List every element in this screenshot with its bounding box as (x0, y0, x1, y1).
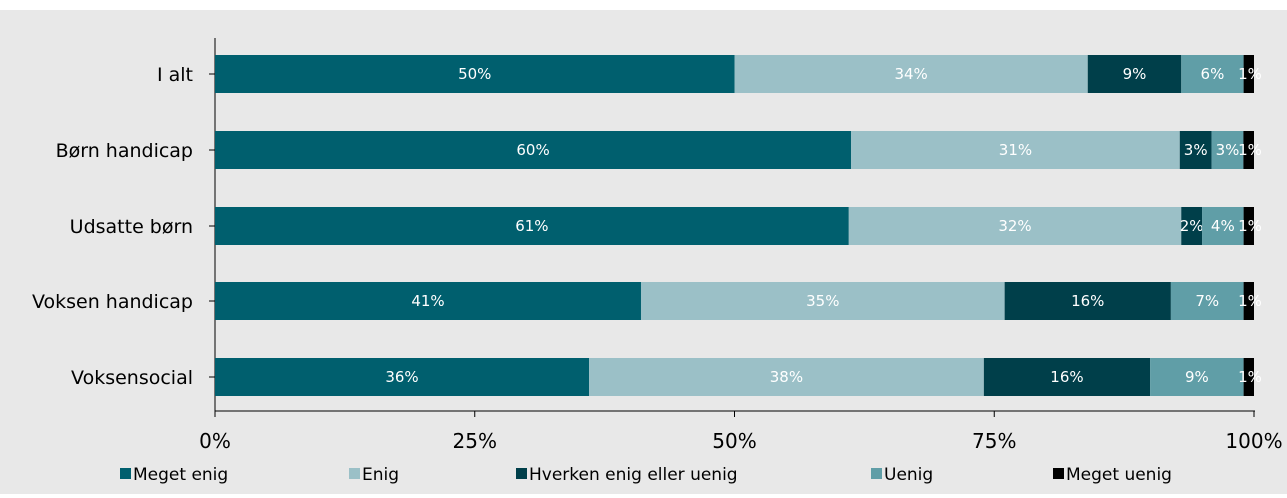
bar-segment (640, 282, 1005, 320)
legend-label: Hverken enig eller uenig (529, 465, 738, 485)
data-label: 9% (1123, 65, 1147, 83)
data-label: 1% (1238, 141, 1262, 159)
legend-swatch (1053, 468, 1064, 479)
x-tick-label: 75% (972, 429, 1016, 453)
bar-segment (734, 55, 1088, 93)
data-label: 34% (894, 65, 927, 83)
legend-label: Meget uenig (1066, 465, 1172, 485)
bar-segment (1179, 131, 1212, 169)
data-label: 38% (770, 368, 803, 386)
x-tick-label: 25% (453, 429, 497, 453)
data-label: 1% (1238, 368, 1262, 386)
bar-segment (589, 358, 984, 396)
data-label: 3% (1184, 141, 1208, 159)
data-label: 16% (1050, 368, 1083, 386)
bar-segment (1243, 282, 1254, 320)
legend-swatch (349, 468, 360, 479)
data-label: 36% (385, 368, 418, 386)
data-label: 16% (1071, 292, 1104, 310)
legend-swatch (120, 468, 131, 479)
data-label: 35% (806, 292, 839, 310)
legend-label: Uenig (884, 465, 933, 485)
legend-label: Enig (362, 465, 399, 485)
bar-segment (1243, 131, 1254, 169)
x-tick-label: 50% (712, 429, 756, 453)
x-tick-label: 100% (1225, 429, 1282, 453)
bar-segment (983, 358, 1151, 396)
legend-swatch (516, 468, 527, 479)
category-label: Børn handicap (56, 140, 193, 162)
data-label: 1% (1238, 217, 1262, 235)
data-label: 7% (1195, 292, 1219, 310)
data-label: 1% (1238, 292, 1262, 310)
bar-segment (1181, 55, 1244, 93)
category-label: Voksen handicap (32, 291, 193, 313)
bar-segment (1243, 207, 1254, 245)
bar-segment (848, 207, 1182, 245)
bar-segment (1087, 55, 1182, 93)
data-label: 4% (1211, 217, 1235, 235)
category-label: Voksensocial (71, 367, 193, 389)
data-label: 32% (998, 217, 1031, 235)
bar-segment (215, 358, 590, 396)
bar-segment (1170, 282, 1244, 320)
data-label: 6% (1201, 65, 1225, 83)
data-label: 9% (1185, 368, 1209, 386)
data-label: 61% (515, 217, 548, 235)
chart-area: 0% 25% 50% 75% 100% I alt 50% 34% 9% 6% 1% Børn han… (0, 10, 1287, 494)
data-label: 41% (411, 292, 444, 310)
category-label: I alt (157, 64, 193, 86)
bar-segment (215, 207, 849, 245)
bar-segment (1243, 358, 1254, 396)
data-label: 2% (1180, 217, 1204, 235)
bar-segment (1211, 131, 1244, 169)
data-label: 31% (999, 141, 1032, 159)
bar-segment (1181, 207, 1203, 245)
bar-segment (1243, 55, 1254, 93)
legend-label: Meget enig (133, 465, 228, 485)
stacked-bar-chart: 0% 25% 50% 75% 100% I alt 50% 34% 9% 6% 1% Børn han… (32, 38, 1283, 485)
bar-segment (215, 55, 735, 93)
x-tick-label: 0% (199, 429, 231, 453)
data-label: 60% (516, 141, 549, 159)
bar-segment (1202, 207, 1244, 245)
legend-swatch (871, 468, 882, 479)
bar-segment (1004, 282, 1171, 320)
bar-segment (1150, 358, 1244, 396)
bar-segment (215, 131, 852, 169)
bar-segment (215, 282, 641, 320)
category-label: Udsatte børn (70, 216, 193, 238)
data-label: 3% (1216, 141, 1240, 159)
data-label: 50% (458, 65, 491, 83)
bar-segment (851, 131, 1180, 169)
data-label: 1% (1238, 65, 1262, 83)
